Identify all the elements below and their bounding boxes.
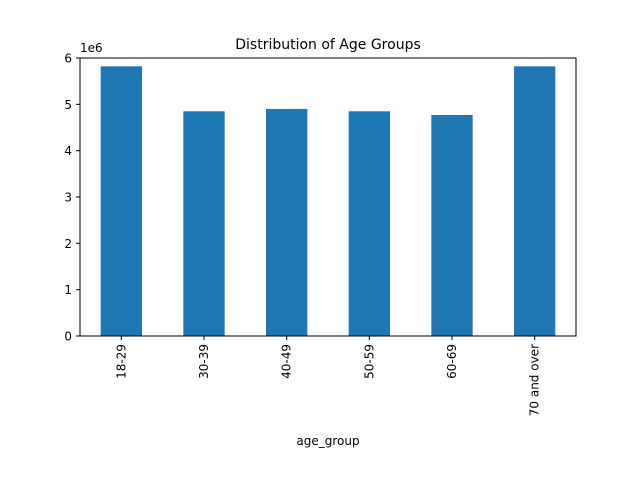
y-axis-offset-label: 1e6: [80, 41, 103, 55]
chart-title: Distribution of Age Groups: [235, 37, 421, 53]
y-tick-label: 0: [64, 330, 72, 344]
x-tick-label: 50-59: [362, 344, 376, 379]
y-tick-label: 6: [64, 52, 72, 66]
plot-frame: [79, 57, 577, 337]
bar: [514, 66, 556, 336]
y-tick-label: 4: [64, 144, 72, 158]
y-tick-label: 5: [64, 98, 72, 112]
bar: [431, 114, 473, 337]
x-axis-label: age_group: [296, 434, 359, 448]
bar: [183, 111, 225, 337]
x-axis: 18-29 30-39 40-49 50-59 60-69 70 and over: [114, 336, 542, 416]
bar: [348, 111, 390, 337]
y-tick-label: 3: [64, 191, 72, 205]
y-tick-label: 1: [64, 283, 72, 297]
bar: [100, 66, 142, 336]
x-tick-label: 30-39: [197, 344, 211, 379]
bar: [266, 108, 308, 336]
x-tick-label: 40-49: [280, 344, 294, 379]
x-tick-label: 70 and over: [528, 344, 542, 416]
bars-group: [100, 66, 556, 337]
y-tick-label: 2: [64, 237, 72, 251]
x-tick-label: 60-69: [445, 344, 459, 379]
x-tick-label: 18-29: [114, 344, 128, 379]
y-axis: 0 1 2 3 4 5 6: [64, 52, 80, 344]
